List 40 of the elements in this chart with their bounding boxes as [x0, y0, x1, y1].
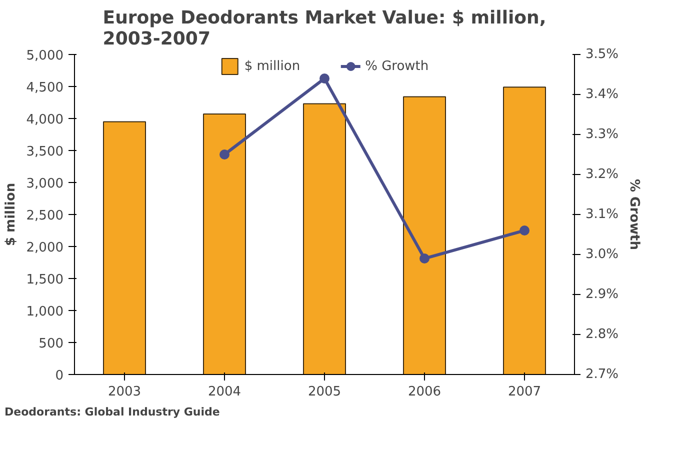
bar [203, 114, 246, 374]
y2-tick-label: 3.0% [586, 247, 619, 262]
y2-tick-label: 2.7% [586, 367, 619, 382]
bar [503, 86, 546, 374]
bar [103, 121, 146, 374]
point [320, 74, 330, 84]
legend-label: $ million [244, 58, 300, 74]
y-tick-label: 3,500 [26, 144, 64, 160]
y2-tick-label: 3.2% [586, 167, 619, 182]
legend-label: % Growth [365, 58, 429, 74]
point [520, 226, 530, 236]
y2-tick-label: 3.4% [586, 87, 619, 102]
y-tick-label: 2,500 [26, 208, 64, 224]
y2-tick-label: 2.9% [586, 287, 619, 302]
x-tick-label: 2007 [508, 384, 542, 400]
y-tick-label: 4,500 [26, 80, 64, 96]
y-tick-label: 3,000 [26, 176, 64, 192]
x-tick-label: 2004 [208, 384, 242, 400]
x-tick-label: 2005 [308, 384, 342, 400]
y2-tick-label: 3.5% [586, 47, 619, 62]
y-tick-label: 2,000 [26, 240, 64, 256]
y-tick-label: 4,000 [26, 112, 64, 128]
y2-tick-label: 2.8% [586, 327, 619, 342]
x-tick-label: 2003 [108, 384, 142, 400]
text: Deodorants: Global Industry Guide [4, 406, 220, 418]
bar [303, 103, 346, 374]
point [420, 254, 430, 264]
x-tick-label: 2006 [408, 384, 442, 400]
chart-title: Europe Deodorants Market Value: $ million, 2003-2007 [102, 8, 546, 50]
y-tick-label: 500 [38, 336, 64, 352]
y2-tick-label: 3.3% [586, 127, 619, 142]
bar [403, 96, 446, 374]
y-tick-label: 1,000 [26, 304, 64, 320]
y-tick-label: 5,000 [26, 48, 64, 64]
y-tick-label: 0 [55, 368, 64, 384]
point [220, 150, 230, 160]
y-axis-title: $ million [3, 182, 18, 246]
y2-axis-title: % Growth [626, 178, 642, 250]
y-tick-label: 1,500 [26, 272, 64, 288]
y2-tick-label: 3.1% [586, 207, 619, 222]
